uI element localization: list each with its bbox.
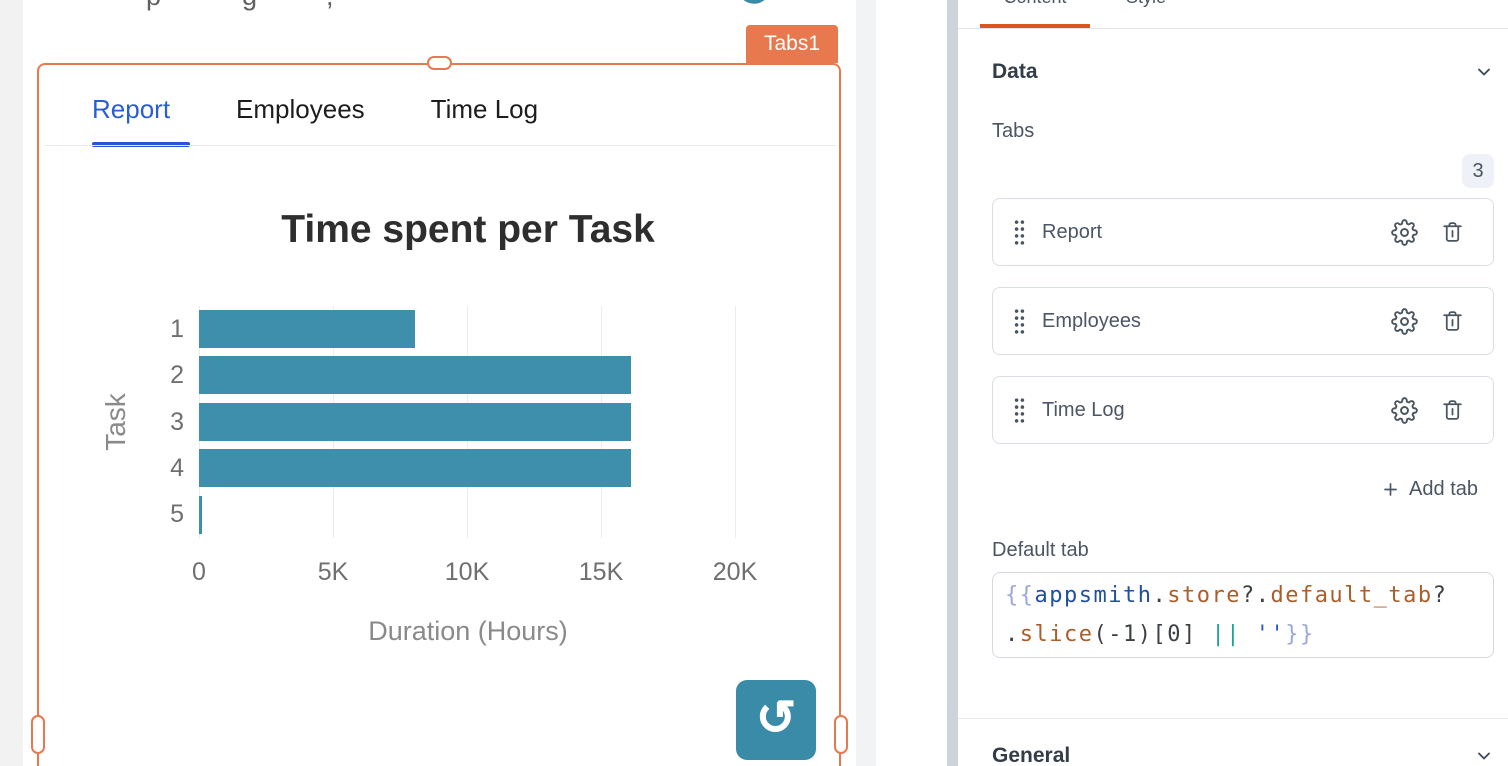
chart-xtick-label: 20K — [712, 558, 758, 586]
chart-ytick-labels: 1 2 3 4 5 — [140, 306, 184, 538]
widget-name-badge[interactable]: Tabs1 — [746, 25, 838, 63]
default-tab-code-input[interactable]: {{appsmith.store?.default_tab? .slice(-1)… — [992, 572, 1494, 658]
clipped-text-fragment: g — [242, 0, 257, 12]
settings-gear-icon[interactable] — [1391, 396, 1418, 424]
settings-gear-icon[interactable] — [1391, 307, 1418, 335]
chart-bar-slot — [199, 352, 735, 398]
code-line: .slice(-1)[0] || ''}} — [1005, 622, 1315, 647]
add-tab-label: Add tab — [1409, 478, 1478, 500]
drag-handle-icon[interactable] — [1013, 397, 1026, 424]
chart-bar — [199, 356, 632, 395]
tabs-count-badge: 3 — [1462, 154, 1494, 188]
pane-scrollbar[interactable] — [947, 0, 958, 766]
canvas-tab-report[interactable]: Report — [92, 94, 171, 124]
tab-item-label: Report — [1042, 220, 1103, 243]
chart-xtick-label: 15K — [578, 558, 624, 586]
chart-xtick-label: 0 — [192, 558, 206, 586]
canvas-pane-gap — [856, 0, 876, 766]
chart-bar — [199, 449, 632, 488]
chart-bar — [199, 310, 415, 348]
delete-trash-icon[interactable] — [1440, 309, 1465, 334]
chart-ytick-label: 2 — [170, 361, 184, 390]
data-section-title: Data — [992, 60, 1038, 83]
settings-gear-icon[interactable] — [1391, 218, 1418, 246]
chart-xaxis-label: Duration (Hours) — [368, 616, 568, 646]
refresh-icon: ↺ — [755, 691, 797, 746]
pane-tab-style[interactable]: Style — [1124, 0, 1168, 8]
chart-xtick-label: 10K — [444, 558, 490, 586]
chart-xtick-label: 5K — [317, 558, 349, 586]
resize-handle-top[interactable] — [427, 56, 452, 70]
clipped-refresh-icon-above: ↺ — [732, 0, 778, 19]
chart-refresh-button[interactable]: ↺ — [736, 680, 816, 760]
chart-bar-slot — [199, 306, 735, 352]
tab-item-label: Employees — [1042, 309, 1141, 332]
drag-handle-icon[interactable] — [1013, 308, 1026, 335]
delete-trash-icon[interactable] — [1440, 220, 1465, 245]
property-pane: Content Style Data Tabs 3 Report Employees… — [958, 0, 1508, 766]
chart-bar — [199, 402, 632, 441]
code-line: {{appsmith.store?.default_tab? — [1005, 583, 1448, 608]
chart-ytick-label: 4 — [170, 453, 184, 482]
pane-body: Data Tabs 3 Report Employees Time Log Add … — [992, 0, 1494, 766]
chart-bar-slot — [199, 399, 735, 445]
pane-tab-content[interactable]: Content — [1002, 0, 1068, 8]
pane-active-tab-underline — [980, 24, 1090, 28]
resize-handle-right[interactable] — [834, 715, 848, 754]
tab-item-row-time-log[interactable]: Time Log — [992, 376, 1494, 444]
chart-plot — [199, 306, 736, 538]
pane-tab-bar: Content Style — [958, 0, 1508, 29]
general-section-header[interactable]: General — [992, 744, 1494, 766]
chart-title: Time spent per Task — [281, 208, 655, 251]
canvas-left-margin — [0, 0, 23, 766]
add-tab-button[interactable]: Add tab — [1381, 478, 1478, 501]
chart-ytick-label: 1 — [170, 314, 184, 343]
tab-item-row-employees[interactable]: Employees — [992, 287, 1494, 355]
tab-item-row-report[interactable]: Report — [992, 198, 1494, 266]
tabs-item-list: Report Employees Time Log — [992, 198, 1494, 465]
tab-bar-divider — [45, 145, 836, 146]
active-tab-underline — [92, 142, 190, 147]
chart-gridline — [735, 306, 736, 538]
plus-icon — [1381, 480, 1400, 499]
delete-trash-icon[interactable] — [1440, 398, 1465, 423]
chart-xtick-labels: 0 5K 10K 15K 20K — [192, 558, 757, 590]
canvas-tab-bar: Report Employees Time Log — [39, 94, 538, 125]
chart-bar-slot — [199, 445, 735, 491]
data-section-header[interactable]: Data — [992, 60, 1494, 84]
chevron-down-icon[interactable] — [1474, 62, 1494, 82]
clipped-text-fragment: p — [146, 0, 161, 12]
canvas-tab-employees[interactable]: Employees — [236, 94, 365, 124]
tabs-field-label: Tabs — [992, 120, 1035, 142]
canvas-tab-time-log[interactable]: Time Log — [430, 94, 539, 124]
drag-handle-icon[interactable] — [1013, 219, 1026, 246]
section-divider — [958, 718, 1508, 719]
chart-yaxis-label: Task — [100, 393, 131, 451]
default-tab-label: Default tab — [992, 539, 1089, 561]
chart-ytick-label: 3 — [170, 407, 184, 436]
resize-handle-left[interactable] — [31, 715, 45, 754]
chart-ytick-label: 5 — [170, 500, 184, 529]
tab-item-label: Time Log — [1042, 398, 1125, 421]
clipped-text-fragment: , — [326, 0, 334, 12]
general-section-title: General — [992, 744, 1071, 766]
chevron-down-icon[interactable] — [1474, 746, 1494, 766]
chart-bar — [199, 495, 202, 534]
chart-bar-slot — [199, 492, 735, 538]
